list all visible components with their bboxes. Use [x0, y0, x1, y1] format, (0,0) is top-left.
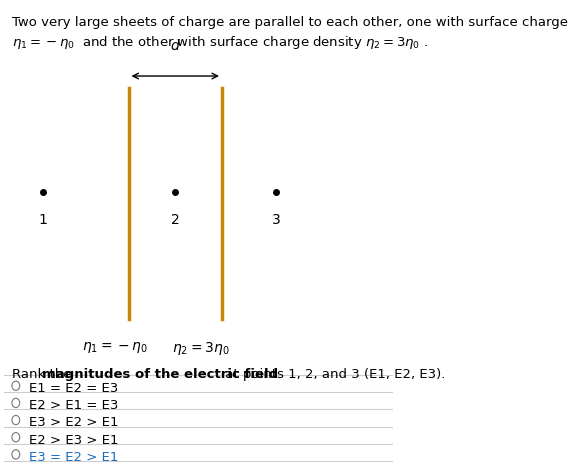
Text: Rank the: Rank the: [12, 368, 76, 381]
Text: E3 > E2 > E1: E3 > E2 > E1: [29, 416, 119, 430]
Text: $\eta_1 = -\eta_0$  and the other with surface charge density $\eta_2 = 3\eta_0$: $\eta_1 = -\eta_0$ and the other with su…: [12, 34, 428, 51]
Text: E2 > E3 > E1: E2 > E3 > E1: [29, 433, 119, 447]
Text: magnitudes of the electric field: magnitudes of the electric field: [42, 368, 279, 381]
Text: E2 > E1 = E3: E2 > E1 = E3: [29, 399, 119, 412]
Text: Two very large sheets of charge are parallel to each other, one with surface cha: Two very large sheets of charge are para…: [12, 16, 572, 29]
Text: E1 = E2 = E3: E1 = E2 = E3: [29, 382, 119, 395]
Text: $\eta_2 = 3\eta_0$: $\eta_2 = 3\eta_0$: [172, 340, 229, 357]
Text: at points 1, 2, and 3 (E1, E2, E3).: at points 1, 2, and 3 (E1, E2, E3).: [221, 368, 446, 381]
Text: E3 = E2 > E1: E3 = E2 > E1: [29, 451, 119, 464]
Text: $\eta_1 = -\eta_0$: $\eta_1 = -\eta_0$: [82, 340, 148, 355]
Text: 2: 2: [171, 213, 180, 227]
Text: $d$: $d$: [170, 38, 181, 53]
Text: 1: 1: [39, 213, 47, 227]
Text: 3: 3: [272, 213, 281, 227]
